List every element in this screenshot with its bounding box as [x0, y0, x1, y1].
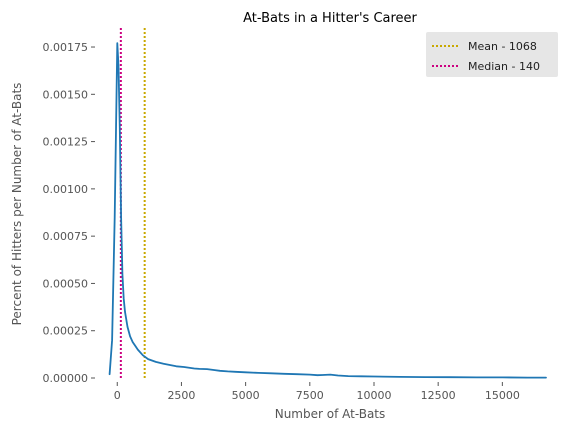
x-tick-label: 5000	[232, 389, 260, 402]
x-tick-label: 2500	[167, 389, 195, 402]
series-layer	[108, 42, 547, 379]
y-tick-label: 0.00050	[43, 277, 89, 290]
x-tick-label: 7500	[296, 389, 324, 402]
y-axis-label: Percent of Hitters per Number of At-Bats	[10, 83, 24, 326]
y-tick-label: 0.00125	[43, 136, 89, 149]
x-axis: 0 2500 5000 7500 10000 12500 15000	[114, 382, 520, 402]
legend-label-median: Median - 140	[468, 60, 540, 73]
series-line-0	[108, 42, 547, 379]
y-tick-label: 0.00150	[43, 88, 89, 101]
legend-box	[426, 32, 558, 77]
y-tick-label: 0.00025	[43, 325, 89, 338]
x-tick-label: 15000	[485, 389, 520, 402]
x-axis-label: Number of At-Bats	[275, 407, 386, 421]
chart-title: At-Bats in a Hitter's Career	[243, 11, 417, 26]
legend: Mean - 1068 Median - 140	[426, 32, 558, 77]
x-tick-label: 12500	[421, 389, 456, 402]
y-tick-label: 0.00175	[43, 41, 89, 54]
y-tick-label: 0.00100	[43, 183, 89, 196]
x-tick-label: 10000	[356, 389, 391, 402]
legend-label-mean: Mean - 1068	[468, 40, 537, 53]
y-tick-label: 0.00000	[43, 372, 89, 385]
reference-lines	[119, 28, 146, 378]
y-axis: 0.00000 0.00025 0.00050 0.00075 0.00100 0.001…	[43, 41, 95, 385]
x-tick-label: 0	[114, 389, 121, 402]
y-tick-label: 0.00075	[43, 230, 89, 243]
